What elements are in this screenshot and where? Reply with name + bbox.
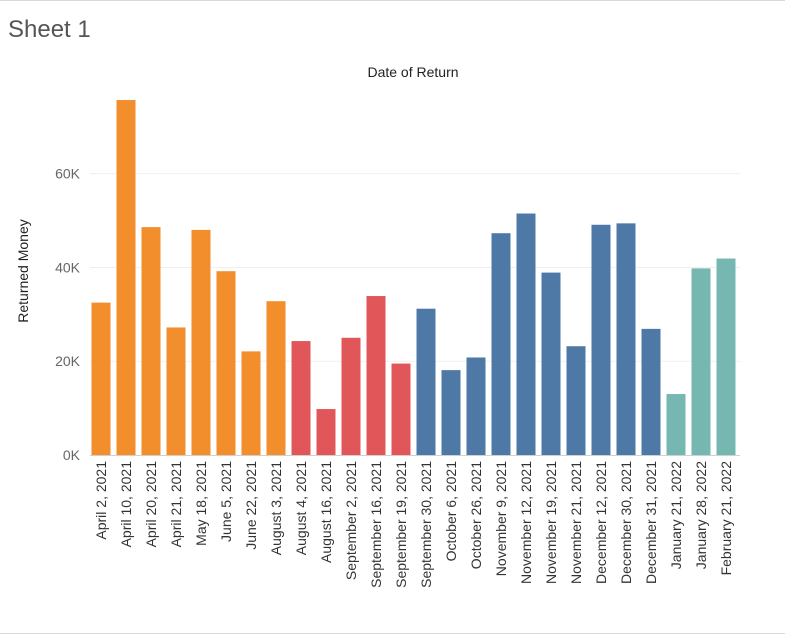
bar[interactable]: [366, 296, 386, 455]
bar[interactable]: [566, 346, 586, 455]
x-tick-label: August 16, 2021: [318, 461, 334, 563]
bar[interactable]: [591, 224, 611, 455]
x-tick-label: April 10, 2021: [118, 461, 134, 548]
bar[interactable]: [291, 341, 311, 455]
bar[interactable]: [216, 271, 236, 455]
x-tick-label: November 9, 2021: [493, 461, 509, 576]
bar[interactable]: [316, 409, 336, 455]
bar[interactable]: [116, 100, 136, 456]
y-axis-title: Returned Money: [15, 219, 31, 323]
bar[interactable]: [666, 394, 686, 455]
bar[interactable]: [541, 272, 561, 455]
x-tick-label: April 2, 2021: [93, 461, 109, 540]
chart-title: Date of Return: [367, 64, 458, 80]
bottom-divider: [0, 633, 785, 634]
bar[interactable]: [91, 302, 111, 455]
x-tick-label: May 18, 2021: [193, 461, 209, 546]
y-tick-label: 60K: [55, 166, 81, 182]
bars: [91, 100, 736, 456]
x-tick-label: September 19, 2021: [393, 461, 409, 588]
x-tick-label: December 12, 2021: [593, 461, 609, 584]
bar[interactable]: [341, 337, 361, 455]
bar[interactable]: [691, 268, 711, 455]
bar[interactable]: [391, 363, 411, 455]
bar[interactable]: [166, 327, 186, 455]
x-tick-label: January 28, 2022: [693, 461, 709, 569]
x-tick-label: November 19, 2021: [543, 461, 559, 584]
y-axis-ticks: 0K 20K 40K 60K: [55, 166, 81, 463]
bar[interactable]: [716, 258, 736, 455]
bar[interactable]: [191, 229, 211, 455]
bar[interactable]: [466, 357, 486, 455]
bar[interactable]: [641, 328, 661, 455]
top-divider: [0, 0, 785, 1]
bar[interactable]: [616, 223, 636, 455]
x-tick-label: December 30, 2021: [618, 461, 634, 584]
bar[interactable]: [516, 213, 536, 455]
x-tick-label: June 22, 2021: [243, 461, 259, 550]
x-tick-label: October 26, 2021: [468, 461, 484, 569]
y-tick-label: 20K: [55, 353, 81, 369]
x-tick-label: February 21, 2022: [718, 461, 734, 576]
x-tick-label: January 21, 2022: [668, 461, 684, 569]
x-tick-label: December 31, 2021: [643, 461, 659, 584]
x-tick-label: August 4, 2021: [293, 461, 309, 555]
x-tick-label: November 21, 2021: [568, 461, 584, 584]
bar[interactable]: [441, 370, 461, 455]
x-tick-label: September 2, 2021: [343, 461, 359, 580]
x-tick-label: June 5, 2021: [218, 461, 234, 542]
x-tick-label: September 30, 2021: [418, 461, 434, 588]
sheet-title: Sheet 1: [8, 16, 91, 43]
x-tick-label: November 12, 2021: [518, 461, 534, 584]
y-tick-label: 0K: [63, 447, 81, 463]
bar[interactable]: [241, 351, 261, 455]
x-tick-label: August 3, 2021: [268, 461, 284, 555]
x-tick-label: April 21, 2021: [168, 461, 184, 548]
x-tick-label: October 6, 2021: [443, 461, 459, 562]
bar[interactable]: [141, 227, 161, 455]
x-tick-label: September 16, 2021: [368, 461, 384, 588]
x-axis-labels: April 2, 2021 April 10, 2021 April 20, 202…: [93, 461, 734, 588]
x-tick-label: April 20, 2021: [143, 461, 159, 548]
y-tick-label: 40K: [55, 259, 81, 275]
bar[interactable]: [491, 233, 511, 455]
bar[interactable]: [416, 308, 436, 455]
bar[interactable]: [266, 301, 286, 455]
